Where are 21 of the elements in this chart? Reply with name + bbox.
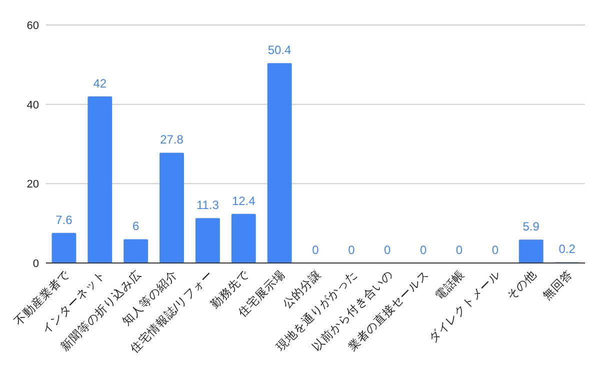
x-tick-label: その他 bbox=[504, 268, 540, 303]
y-tick-label: 60 bbox=[26, 20, 39, 32]
data-label: 7.6 bbox=[56, 212, 73, 227]
y-tick-label: 0 bbox=[32, 258, 39, 270]
data-label: 42 bbox=[93, 76, 107, 90]
x-tick-label: 無回答 bbox=[540, 268, 576, 303]
data-label: 11.3 bbox=[196, 198, 220, 212]
data-label: 0 bbox=[492, 243, 499, 257]
data-label: 0 bbox=[420, 243, 427, 257]
data-label: 12.4 bbox=[232, 194, 256, 208]
data-label: 5.9 bbox=[522, 220, 540, 234]
data-label: 0 bbox=[456, 243, 463, 257]
data-label: 0.2 bbox=[558, 242, 576, 256]
data-label: 0 bbox=[348, 243, 356, 257]
data-label: 6 bbox=[132, 219, 140, 234]
data-label: 50.4 bbox=[268, 43, 292, 58]
data-label: 0 bbox=[312, 243, 320, 257]
y-tick-label: 20 bbox=[26, 178, 39, 191]
y-tick-label: 40 bbox=[26, 99, 39, 112]
data-label: 0 bbox=[384, 243, 392, 257]
data-label: 27.8 bbox=[160, 132, 184, 147]
